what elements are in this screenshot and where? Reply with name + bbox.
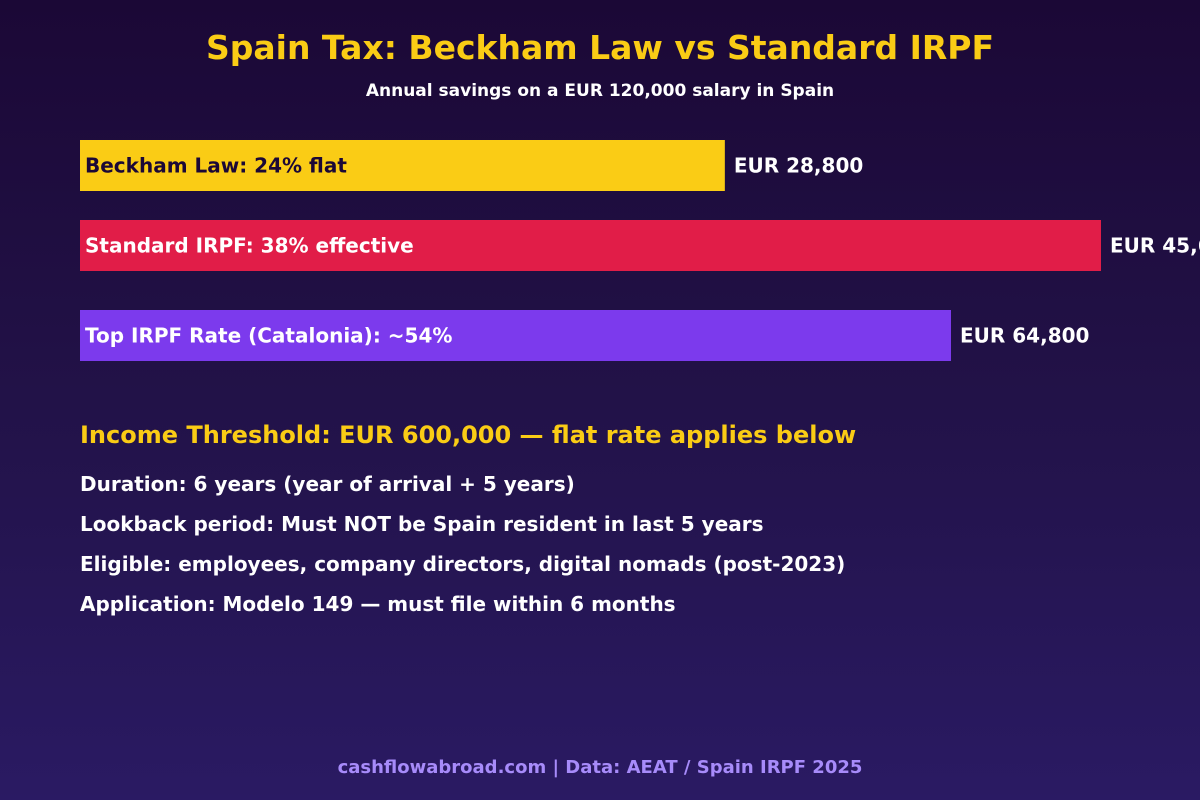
fact-application: Application: Modelo 149 — must file with… bbox=[80, 592, 676, 616]
footer-source: cashflowabroad.com | Data: AEAT / Spain … bbox=[337, 757, 863, 778]
income-threshold-heading: Income Threshold: EUR 600,000 — flat rat… bbox=[80, 421, 857, 449]
bar-label-3: Top IRPF Rate (Catalonia): ~54% bbox=[85, 324, 452, 348]
fact-lookback-period: Lookback period: Must NOT be Spain resid… bbox=[80, 512, 764, 536]
bar-label-2: Standard IRPF: 38% effective bbox=[85, 234, 414, 258]
facts-list: Duration: 6 years (year of arrival + 5 y… bbox=[80, 471, 845, 631]
chart-title: Spain Tax: Beckham Law vs Standard IRPF bbox=[205, 28, 995, 67]
bar-2 bbox=[80, 220, 1101, 271]
fact-eligible: Eligible: employees, company directors, … bbox=[80, 552, 846, 576]
chart-subtitle: Annual savings on a EUR 120,000 salary i… bbox=[365, 81, 835, 101]
bar-chart: Beckham Law: 24% flat EUR 28,800 Standard … bbox=[80, 140, 1200, 361]
fact-duration: Duration: 6 years (year of arrival + 5 y… bbox=[80, 472, 575, 496]
bar-3 bbox=[80, 310, 951, 361]
value-label-2: EUR 45,600 bbox=[1110, 234, 1200, 258]
bar-label-1: Beckham Law: 24% flat bbox=[85, 154, 347, 178]
value-label-3: EUR 64,800 bbox=[960, 324, 1089, 348]
bar-1 bbox=[80, 140, 725, 191]
value-label-1: EUR 28,800 bbox=[734, 154, 863, 178]
